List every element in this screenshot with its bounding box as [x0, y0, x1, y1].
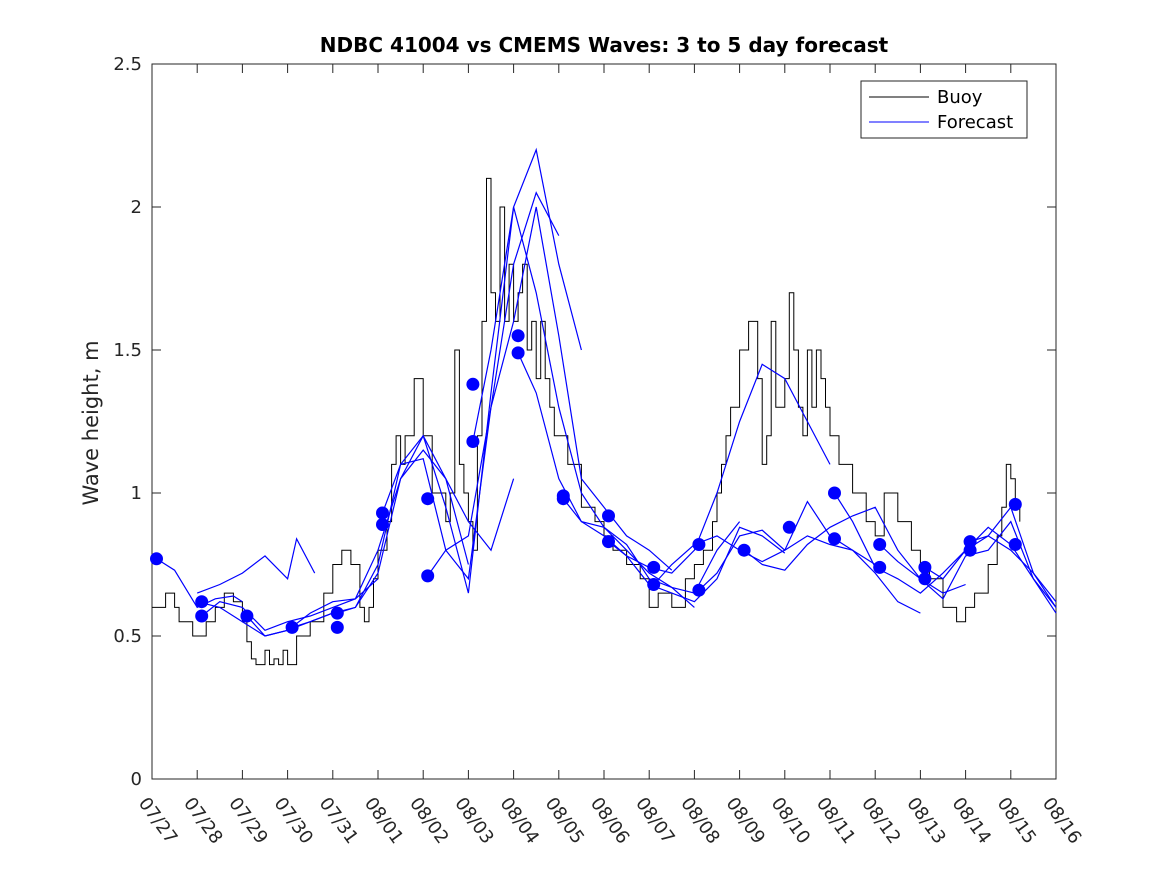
forecast-line — [246, 434, 469, 637]
forecast-marker — [692, 583, 706, 597]
forecast-line — [698, 529, 921, 614]
y-axis-label: Wave height, m — [79, 340, 103, 505]
forecast-marker — [330, 606, 344, 620]
forecast-line — [969, 535, 1057, 603]
y-tick-label: 1.5 — [113, 340, 142, 361]
forecast-line — [196, 537, 316, 594]
y-tick-label: 0 — [131, 769, 142, 790]
forecast-marker — [1008, 497, 1022, 511]
forecast-marker — [647, 578, 661, 591]
forecast-line — [201, 578, 379, 631]
forecast-marker — [556, 492, 570, 506]
legend-forecast-label: Forecast — [937, 112, 1013, 133]
forecast-marker — [737, 543, 751, 557]
forecast-marker — [330, 620, 344, 634]
forecast-line — [381, 147, 582, 594]
forecast-marker — [466, 377, 480, 391]
forecast-marker — [511, 346, 525, 360]
y-tick-label: 2 — [131, 197, 142, 218]
forecast-marker — [195, 595, 209, 609]
axes-box — [151, 63, 1057, 780]
legend: Buoy Forecast — [860, 80, 1028, 139]
chart-title: NDBC 41004 vs CMEMS Waves: 3 to 5 day fo… — [320, 33, 889, 57]
forecast-line — [879, 520, 1057, 614]
plot-area: 00.511.522.507/2707/2807/2907/3007/3108/… — [113, 54, 1085, 848]
y-tick-label: 2.5 — [113, 54, 142, 75]
forecast-line — [833, 492, 1057, 608]
forecast-marker — [692, 538, 706, 551]
forecast-marker — [376, 506, 389, 520]
forecast-marker — [828, 486, 841, 500]
forecast-line — [562, 498, 786, 603]
forecast-marker — [963, 543, 977, 557]
forecast-line — [472, 206, 695, 608]
forecast-marker — [647, 560, 661, 574]
forecast-line — [924, 526, 1057, 608]
forecast-marker — [195, 609, 209, 623]
forecast-marker — [421, 569, 435, 583]
forecast-marker — [782, 520, 796, 534]
forecast-marker — [150, 552, 163, 566]
forecast-marker — [602, 509, 615, 523]
buoy-series — [152, 177, 1021, 666]
forecast-marker — [918, 560, 932, 574]
forecast-marker — [511, 329, 525, 343]
forecast-marker — [828, 532, 841, 546]
forecast-marker — [285, 620, 299, 634]
forecast-marker — [918, 572, 932, 586]
forecast-marker — [240, 609, 254, 623]
y-tick-label: 0.5 — [113, 626, 142, 647]
forecast-marker — [376, 518, 389, 531]
legend-box — [860, 80, 1028, 139]
forecast-line — [517, 352, 741, 594]
forecast-marker — [421, 492, 435, 506]
forecast-marker — [873, 560, 887, 574]
forecast-line — [608, 363, 831, 574]
forecast-markers — [150, 329, 1022, 634]
buoy-line — [152, 177, 1021, 666]
forecast-marker — [873, 538, 887, 551]
forecast-marker — [602, 535, 615, 549]
forecast-line — [427, 206, 673, 577]
legend-buoy-label: Buoy — [937, 87, 983, 108]
forecast-marker — [1008, 538, 1022, 551]
forecast-marker — [466, 435, 480, 448]
y-tick-label: 1 — [131, 483, 142, 504]
